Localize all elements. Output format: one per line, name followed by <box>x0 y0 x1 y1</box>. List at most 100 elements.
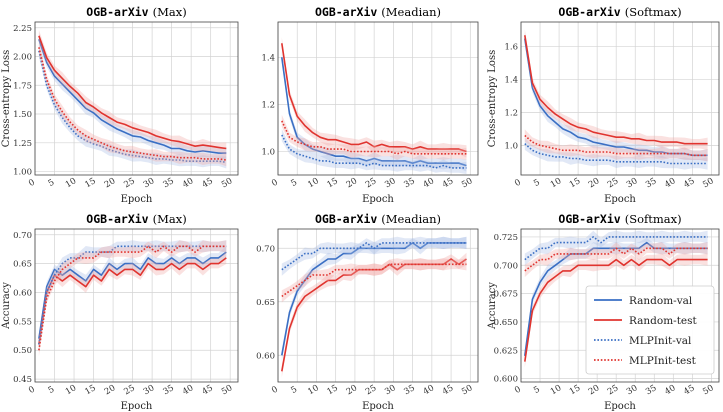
x-tick-label: 35 <box>644 383 658 397</box>
x-axis-label: Epoch <box>604 194 636 205</box>
x-tick-label: 0 <box>27 178 37 189</box>
legend-label-mv: MLPInit-val <box>629 335 692 347</box>
x-tick-label: 0 <box>270 178 280 189</box>
x-tick-label: 5 <box>289 178 299 189</box>
x-tick-label: 45 <box>682 383 696 397</box>
y-tick-label: 1.50 <box>13 110 32 120</box>
y-tick-label: 0.650 <box>494 318 518 328</box>
x-tick-label: 50 <box>701 383 715 397</box>
plot-area <box>521 22 719 175</box>
x-tick-label: 25 <box>364 383 378 397</box>
series-line-rt <box>38 35 227 150</box>
plot-frame <box>34 21 239 176</box>
title-variant: (Softmax) <box>625 5 682 19</box>
y-tick-label: 0.725 <box>494 233 518 243</box>
x-tick-label: 15 <box>326 176 340 190</box>
plot-frame <box>520 21 720 176</box>
series-line-mt <box>281 120 467 155</box>
x-tick-label: 5 <box>289 385 299 396</box>
title-variant: (Softmax) <box>625 212 682 226</box>
y-tick-label: 0.55 <box>13 317 32 327</box>
x-tick-label: 25 <box>606 383 620 397</box>
y-axis-label: Cross-entropy Loss <box>487 50 498 147</box>
y-tick-label: 0.65 <box>13 260 32 270</box>
y-axis-label: Cross-entropy Loss <box>1 50 12 147</box>
band-mv <box>524 230 708 266</box>
x-tick-label: 20 <box>345 176 359 190</box>
x-tick-label: 20 <box>587 176 601 190</box>
chart-panel-3: 0 5 10 15 20 25 30 35 40 45 50 0.45 0.50 0.55 0.60 0.65… <box>1 212 239 412</box>
band-rv <box>38 33 227 160</box>
band-rv <box>524 32 708 162</box>
x-axis-label: Epoch <box>362 194 394 205</box>
band-mt <box>281 258 467 303</box>
x-tick-label: 35 <box>402 176 416 190</box>
series-line-rt <box>38 257 227 345</box>
x-tick-label: 50 <box>460 176 474 190</box>
x-tick-label: 20 <box>103 176 117 190</box>
x-tick-label: 30 <box>142 176 156 190</box>
y-tick-label: 2.00 <box>13 53 32 63</box>
title-dataset: OGB-arXiv <box>558 5 620 19</box>
x-tick-label: 45 <box>441 176 455 190</box>
band-rt <box>281 37 467 158</box>
x-tick-label: 25 <box>122 383 136 397</box>
y-axis-label: Accuracy <box>487 282 498 330</box>
x-tick-label: 20 <box>587 383 601 397</box>
x-tick-label: 50 <box>220 383 234 397</box>
x-tick-label: 30 <box>625 176 639 190</box>
x-tick-label: 35 <box>161 383 175 397</box>
series-line-rt <box>524 258 708 362</box>
x-tick-label: 45 <box>200 383 214 397</box>
x-tick-label: 50 <box>220 176 234 190</box>
series-line-mv <box>524 236 708 261</box>
y-tick-label: 0.50 <box>13 346 32 356</box>
x-tick-label: 40 <box>422 383 436 397</box>
x-tick-label: 10 <box>549 383 563 397</box>
band-rt <box>281 252 467 378</box>
band-mt <box>524 242 708 278</box>
x-tick-label: 10 <box>306 383 320 397</box>
x-tick-label: 40 <box>663 176 677 190</box>
y-tick-label: 1.4 <box>504 76 518 86</box>
plot-frame <box>277 228 479 383</box>
series-line-rv <box>38 39 227 154</box>
legend-label-rt: Random-test <box>629 315 698 327</box>
chart-panel-0: 0 5 10 15 20 25 30 35 40 45 50 1.00 1.25 1.50 1.75 2.00… <box>1 5 239 205</box>
x-tick-label: 20 <box>345 383 359 397</box>
band-mv <box>38 44 227 169</box>
title-dataset: OGB-arXiv <box>86 5 148 19</box>
y-tick-label: 1.75 <box>13 81 32 91</box>
y-tick-label: 2.25 <box>13 24 32 34</box>
x-tick-label: 15 <box>568 176 582 190</box>
y-tick-label: 0.675 <box>494 290 518 300</box>
x-tick-label: 30 <box>383 383 397 397</box>
x-tick-label: 10 <box>64 383 78 397</box>
x-tick-label: 45 <box>441 383 455 397</box>
chart-title: OGB-arXiv (Softmax) <box>558 212 681 226</box>
y-tick-label: 1.6 <box>504 43 518 53</box>
x-tick-label: 0 <box>27 385 37 396</box>
x-axis-label: Epoch <box>362 401 394 412</box>
chart-title: OGB-arXiv (Max) <box>86 5 186 19</box>
legend-label-mt: MLPInit-test <box>629 355 697 367</box>
series-line-rt <box>524 35 708 145</box>
chart-title: OGB-arXiv (Meadian) <box>315 5 441 19</box>
y-tick-label: 0.70 <box>256 244 275 254</box>
series-line-rt <box>281 43 467 153</box>
x-tick-label: 20 <box>103 383 117 397</box>
x-tick-label: 40 <box>181 383 195 397</box>
chart-panel-1: 0 5 10 15 20 25 30 35 40 45 50 1.0 1.2 1.4 OGB-arXiv (M… <box>261 5 479 205</box>
y-tick-label: 1.0 <box>504 141 518 151</box>
x-tick-label: 5 <box>47 178 57 189</box>
x-tick-label: 10 <box>549 176 563 190</box>
y-tick-label: 0.45 <box>13 375 32 385</box>
x-tick-label: 45 <box>200 176 214 190</box>
band-rv <box>38 246 227 345</box>
legend: Random-val Random-test MLPInit-val MLPInit-… <box>585 285 715 375</box>
series-line-mt <box>524 247 708 272</box>
chart-title: OGB-arXiv (Meadian) <box>315 212 441 226</box>
chart-title: OGB-arXiv (Max) <box>86 212 186 226</box>
y-tick-label: 0.700 <box>494 261 518 271</box>
